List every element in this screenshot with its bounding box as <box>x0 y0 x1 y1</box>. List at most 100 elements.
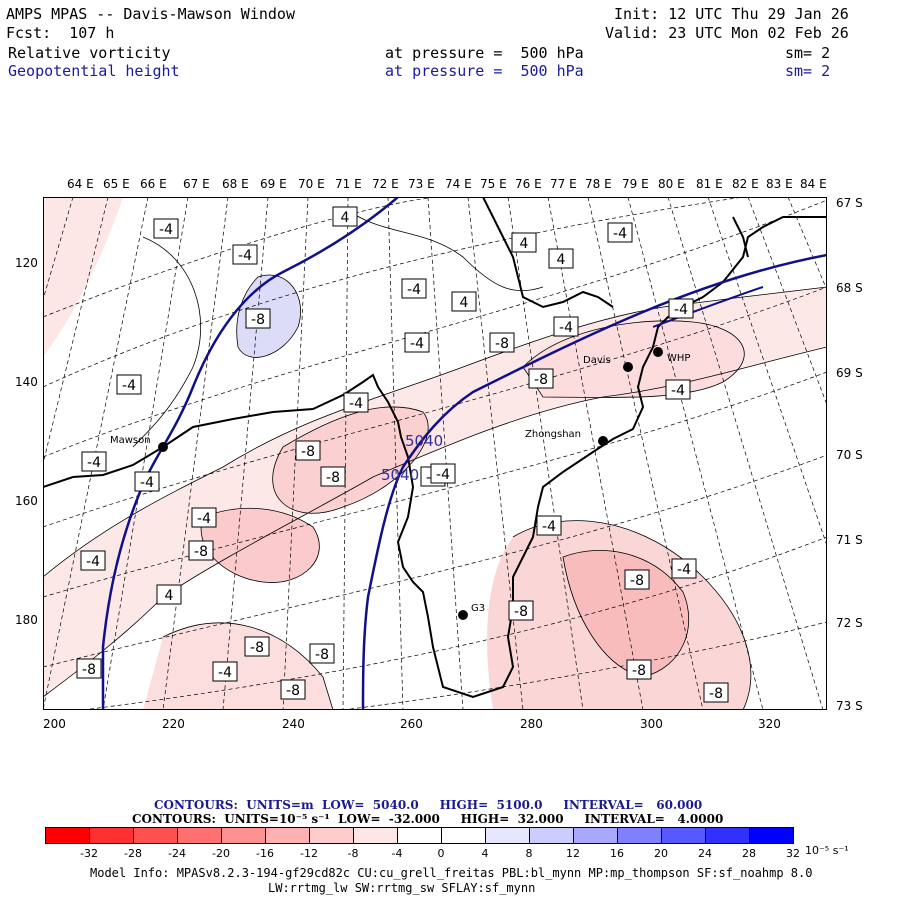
vorticity-label: -4 <box>134 471 160 492</box>
lon-label: 69 E <box>260 177 287 191</box>
svg-text:-8: -8 <box>514 604 528 620</box>
vorticity-label: -4 <box>430 463 456 484</box>
legend-tick: -16 <box>256 847 274 860</box>
svg-text:-4: -4 <box>238 248 252 264</box>
lon-label: 64 E <box>67 177 94 191</box>
legend-color-box <box>617 827 662 844</box>
lat-label: 72 S <box>836 616 863 630</box>
legend-tick: -4 <box>391 847 403 860</box>
lat-label: 73 S <box>836 699 863 713</box>
vorticity-label: -4 <box>607 222 633 243</box>
vorticity-label: -8 <box>320 466 346 487</box>
x-axis-label: 260 <box>400 717 423 731</box>
model-info-physics: LW:rrtmg_lw SW:rrtmg_sw SFLAY:sf_mynn <box>268 881 536 895</box>
legend-color-box <box>705 827 750 844</box>
vorticity-label: -8 <box>624 569 650 590</box>
station-labels: Mawson Davis WHP Zhongshan G3 <box>110 353 690 614</box>
legend-color-box <box>441 827 486 844</box>
geopotential-height-contours <box>101 197 827 710</box>
svg-text:-8: -8 <box>286 683 300 699</box>
field2-smoothing: sm= 2 <box>785 62 831 80</box>
vorticity-label: -8 <box>489 332 515 353</box>
y-axis-label: 180 <box>15 613 38 627</box>
vorticity-label: -4 <box>212 661 238 682</box>
svg-text:-4: -4 <box>86 554 100 570</box>
legend-color-box <box>529 827 574 844</box>
station-label-davis: Davis <box>583 355 611 366</box>
svg-text:-8: -8 <box>709 686 723 702</box>
field2-level: at pressure = 500 hPa <box>385 62 584 80</box>
lon-label: 76 E <box>515 177 542 191</box>
plot-title: AMPS MPAS -- Davis-Mawson Window <box>6 5 295 23</box>
svg-text:-4: -4 <box>410 336 424 352</box>
vorticity-label: -4 <box>81 451 107 472</box>
legend-tick: -20 <box>212 847 230 860</box>
legend-color-box <box>265 827 310 844</box>
vorticity-labels: -4 4 -4 -4 4 4 -4 -4 4 -8 -4 -4 -8 -4 -8 -4 -4 -8 -8 -8 -8 -4… <box>76 206 729 703</box>
lat-label: 67 S <box>836 196 863 210</box>
lon-label: 71 E <box>335 177 362 191</box>
y-axis-label: 140 <box>15 375 38 389</box>
legend-color-box <box>45 827 90 844</box>
y-axis-label: 120 <box>15 256 38 270</box>
legend-tick: 0 <box>437 847 445 860</box>
vorticity-label: -4 <box>401 278 427 299</box>
vorticity-label: -8 <box>626 659 652 680</box>
lon-label: 78 E <box>585 177 612 191</box>
station-label-g3: G3 <box>471 603 485 614</box>
g3-station-marker <box>458 610 468 620</box>
vorticity-label: 4 <box>511 232 537 253</box>
legend-color-box <box>177 827 222 844</box>
svg-text:-8: -8 <box>326 470 340 486</box>
vorticity-label: -4 <box>232 244 258 265</box>
vorticity-label: -4 <box>536 515 562 536</box>
legend-color-box <box>749 827 794 844</box>
forecast-hour: Fcst: 107 h <box>6 24 115 42</box>
model-info: Model Info: MPASv8.2.3-194-gf29cd82c CU:… <box>90 866 813 880</box>
longitude-grid <box>43 197 827 710</box>
lat-label: 69 S <box>836 366 863 380</box>
sea-ice-edge <box>652 286 764 328</box>
vorticity-label: -8 <box>245 308 271 329</box>
x-axis-label: 280 <box>520 717 543 731</box>
lon-label: 74 E <box>445 177 472 191</box>
x-axis-label: 220 <box>162 717 185 731</box>
vorticity-label: -4 <box>80 550 106 571</box>
svg-text:4: 4 <box>520 236 529 252</box>
lon-label: 83 E <box>766 177 793 191</box>
vorticity-label: 4 <box>548 248 574 269</box>
lon-label: 65 E <box>103 177 130 191</box>
latitude-grid <box>43 197 827 710</box>
zhongshan-station-marker <box>598 436 608 446</box>
legend-tick: 4 <box>481 847 489 860</box>
field1-name: Relative vorticity <box>8 44 171 62</box>
lat-label: 70 S <box>836 448 863 462</box>
field1-level: at pressure = 500 hPa <box>385 44 584 62</box>
vorticity-contours <box>43 206 827 710</box>
vorticity-label: -8 <box>295 440 321 461</box>
x-axis-label: 300 <box>640 717 663 731</box>
svg-text:-4: -4 <box>674 302 688 318</box>
vorticity-label: -8 <box>508 600 534 621</box>
vorticity-contour-info: CONTOURS: UNITS=10⁻⁵ s⁻¹ LOW= -32.000 HI… <box>132 812 724 826</box>
legend-color-box <box>397 827 442 844</box>
lon-label: 80 E <box>658 177 685 191</box>
init-time: Init: 12 UTC Thu 29 Jan 26 <box>614 5 849 23</box>
map-plot: Mawson Davis WHP Zhongshan G3 5040 5040 … <box>43 197 827 710</box>
vorticity-label: -4 <box>153 218 179 239</box>
station-markers <box>158 347 663 620</box>
field1-smoothing: sm= 2 <box>785 44 831 62</box>
legend-tick: -24 <box>168 847 186 860</box>
svg-text:-4: -4 <box>140 475 154 491</box>
vorticity-label: 4 <box>451 291 477 312</box>
vorticity-label: -4 <box>191 507 217 528</box>
svg-text:-8: -8 <box>495 336 509 352</box>
station-label-zhongshan: Zhongshan <box>525 429 581 440</box>
svg-text:-4: -4 <box>613 226 627 242</box>
legend-color-box <box>133 827 178 844</box>
svg-text:-4: -4 <box>122 378 136 394</box>
lon-label: 72 E <box>372 177 399 191</box>
field2-name: Geopotential height <box>8 62 180 80</box>
svg-text:4: 4 <box>460 295 469 311</box>
vorticity-label: 4 <box>332 206 358 227</box>
